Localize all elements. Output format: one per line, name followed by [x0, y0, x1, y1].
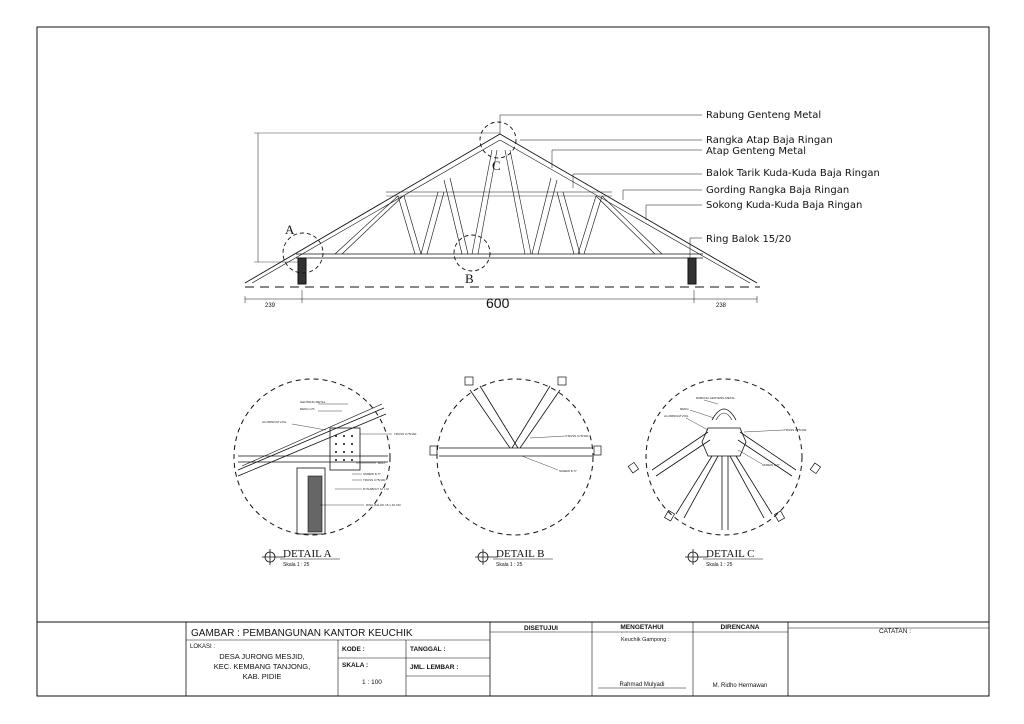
- label-gording: Gording Rangka Baja Ringan: [706, 185, 849, 196]
- detail-a-note-0: GENTENG METAL: [300, 400, 326, 404]
- detail-a-note-2: ALUMINIUM VOIL: [262, 420, 287, 424]
- label-rangka: Rangka Atap Baja Ringan: [706, 135, 833, 146]
- lokasi-label: LOKASI :: [190, 644, 215, 650]
- detail-a-note-1: RENG C/S: [300, 407, 315, 411]
- truss-elevation: [244, 114, 760, 303]
- detail-b-title: DETAIL B: [496, 548, 545, 560]
- skala-value: 1 : 100: [362, 679, 382, 686]
- detail-a-note-7: DYNABOLT 12 x M: [363, 487, 389, 491]
- drawing-title: GAMBAR : PEMBANGUNAN KANTOR KEUCHIK: [191, 628, 413, 639]
- detail-b: TRUSS C75/100 SKREW 8.77 DETAIL B Skala …: [429, 376, 602, 568]
- detail-c-title-block: DETAIL C Skala 1 : 25: [685, 548, 763, 568]
- lokasi-line-2: KEC. KEMBANG TANJONG,: [214, 662, 310, 671]
- disetujui-label: DISETUJUI: [524, 625, 558, 632]
- label-rabung: Rabung Genteng Metal: [706, 110, 821, 121]
- label-balok: Balok Tarik Kuda-Kuda Baja Ringan: [706, 168, 880, 179]
- direncana-label: DIRENCANA: [721, 624, 760, 631]
- detail-b-note-0: TRUSS C75/100: [566, 434, 589, 438]
- skala-label: SKALA :: [342, 662, 368, 669]
- detail-c-note-3: TRUSS C75/100: [784, 428, 807, 432]
- detail-a-title: DETAIL A: [283, 548, 332, 560]
- catatan-label: CATATAN :: [879, 628, 911, 635]
- detail-c-title: DETAIL C: [706, 548, 755, 560]
- title-block: [37, 621, 989, 696]
- detail-b-title-block: DETAIL B Skala 1 : 25: [475, 548, 553, 568]
- detail-c-note-0: RABUNG GENTENG METAL: [696, 396, 735, 400]
- detail-c-scale: Skala 1 : 25: [706, 562, 733, 568]
- truss-labels: Rabung Genteng Metal Rangka Atap Baja Ri…: [265, 110, 880, 311]
- dim-span: 600: [486, 295, 510, 311]
- detail-a-scale: Skala 1 : 25: [283, 562, 310, 568]
- lokasi-line-1: DESA JURONG MESJID,: [219, 652, 304, 661]
- detail-c-note-1: RENG: [680, 407, 689, 411]
- detail-c-note-4: SKREW 8.77: [762, 463, 780, 467]
- detail-a-note-8: RING BALOK 15 x 20 CM: [366, 503, 401, 507]
- detail-a-note-5: SKREW 8.77: [363, 472, 381, 476]
- mengetahui-label: MENGETAHUI: [620, 624, 663, 631]
- detail-c: RABUNG GENTENG METAL RENG ALUMINIUM VOIL…: [627, 378, 822, 568]
- keuchik-label: Keuchik Gampong :: [621, 637, 670, 643]
- label-atap: Atap Genteng Metal: [706, 146, 806, 157]
- title-block-text: GAMBAR : PEMBANGUNAN KANTOR KEUCHIK LOKA…: [190, 624, 911, 689]
- direncana-name: M. Ridho Hermawan: [713, 683, 768, 689]
- detail-a-note-4: BOLT: [378, 461, 386, 465]
- detail-a-note-3: TRUSS C75/100: [394, 432, 417, 436]
- label-sokong: Sokong Kuda-Kuda Baja Ringan: [706, 200, 862, 211]
- marker-b: B: [465, 271, 474, 286]
- detail-b-scale: Skala 1 : 25: [496, 562, 523, 568]
- lokasi-line-3: KAB. PIDIE: [243, 672, 282, 681]
- marker-c: C: [492, 158, 501, 173]
- dim-right: 238: [716, 303, 727, 309]
- jml-lembar-label: JML. LEMBAR :: [410, 664, 458, 671]
- kode-label: KODE :: [342, 646, 365, 653]
- dim-left: 239: [265, 303, 276, 309]
- tanggal-label: TANGGAL :: [410, 646, 446, 653]
- detail-a-title-block: DETAIL A Skala 1 : 25: [262, 548, 340, 568]
- sheet-border: [36, 26, 990, 697]
- detail-c-note-2: ALUMINIUM VOIL: [664, 414, 689, 418]
- label-ring: Ring Balok 15/20: [706, 234, 791, 245]
- marker-a: A: [285, 222, 295, 237]
- detail-b-note-1: SKREW 8.77: [559, 469, 577, 473]
- mengetahui-name: Rahmad Mulyadi: [619, 682, 664, 688]
- detail-a: GENTENG METAL RENG C/S ALUMINIUM VOIL TR…: [233, 378, 417, 568]
- detail-a-note-6: TRUSS C75/100: [363, 478, 386, 482]
